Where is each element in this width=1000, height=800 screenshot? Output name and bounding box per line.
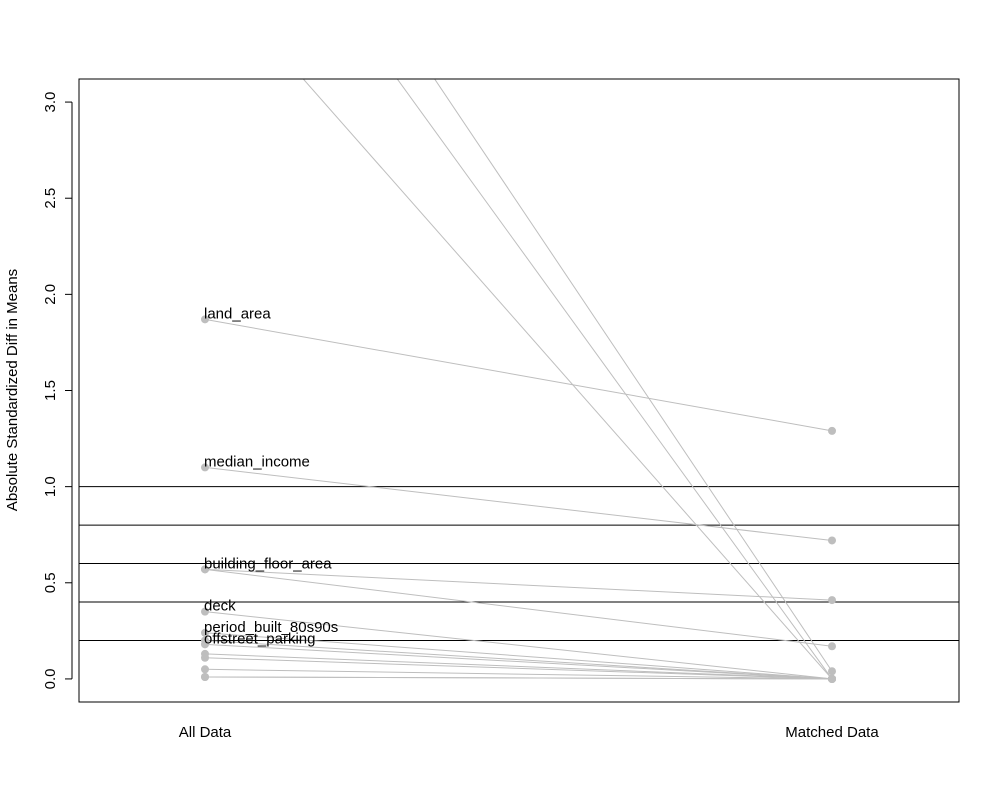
y-axis-label: Absolute Standardized Diff in Means: [4, 269, 21, 511]
series-line: [204, 318, 833, 432]
series-line: [204, 568, 833, 601]
series-line: [204, 676, 833, 680]
data-point: [201, 607, 209, 616]
data-point: [828, 536, 836, 545]
data-point: [201, 653, 209, 662]
series-line: [204, 466, 833, 541]
point-label: offstreet_parking: [204, 630, 315, 647]
series-line: [302, 79, 833, 680]
point-label: period_built_80s90s: [204, 619, 338, 636]
y-tick-label: 0.0: [42, 668, 59, 689]
point-label: building_floor_area: [204, 555, 332, 572]
series-line: [204, 643, 833, 680]
y-tick-label: 1.5: [42, 380, 59, 401]
series-line: [396, 79, 833, 680]
series-line: [204, 653, 833, 680]
data-point: [201, 628, 209, 637]
point-label: land_area: [204, 305, 271, 322]
series-line: [204, 668, 833, 680]
series-line: [204, 657, 833, 680]
y-tick-label: 2.5: [42, 188, 59, 209]
point-label: median_income: [204, 453, 310, 470]
y-tick-label: 0.5: [42, 572, 59, 593]
y-tick-label: 2.0: [42, 284, 59, 305]
data-point: [201, 463, 209, 472]
data-point: [201, 315, 209, 324]
x-tick-label: Matched Data: [785, 724, 879, 741]
point-labels: land_area median_income building_floor_are…: [204, 305, 338, 647]
data-points: [201, 315, 836, 683]
y-tick-label: 3.0: [42, 92, 59, 113]
y-tick-label: 1.0: [42, 476, 59, 497]
data-point: [201, 640, 209, 649]
series-line: [434, 79, 833, 672]
data-point: [828, 426, 836, 435]
x-axis: All Data Matched Data: [179, 724, 880, 741]
series-line: [204, 611, 833, 680]
data-point: [201, 565, 209, 574]
plot-frame: [78, 78, 960, 703]
series-line: [204, 639, 833, 680]
data-point: [828, 674, 836, 683]
data-point: [201, 665, 209, 674]
data-point: [201, 673, 209, 682]
data-point: [828, 642, 836, 651]
series-line: [204, 568, 833, 647]
y-axis: 0.0 0.5 1.0 1.5 2.0 2.5 3.0: [42, 92, 73, 689]
data-point: [828, 667, 836, 676]
reference-lines: [79, 486, 959, 641]
series-line: [204, 632, 833, 680]
x-tick-label: All Data: [179, 724, 232, 741]
point-label: deck: [204, 598, 236, 615]
series-lines: [204, 79, 833, 680]
data-point: [828, 596, 836, 605]
